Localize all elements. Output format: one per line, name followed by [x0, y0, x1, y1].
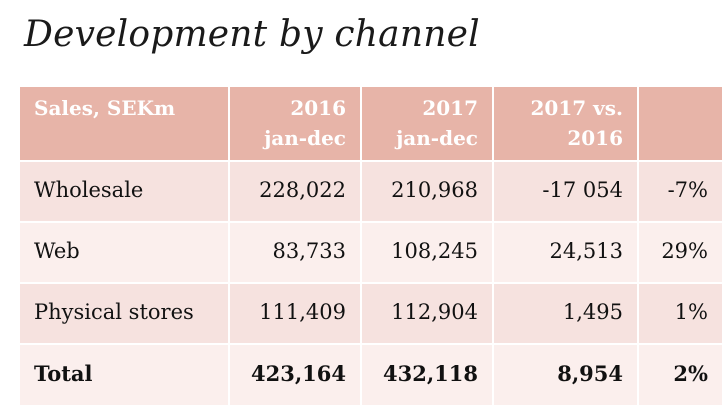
cell-pct: 1%	[638, 282, 722, 344]
header-percent	[638, 87, 722, 161]
cell-2016: 83,733	[229, 221, 362, 283]
row-label: Total	[20, 343, 230, 405]
cell-pct: -7%	[638, 160, 722, 222]
row-label: Wholesale	[20, 160, 230, 222]
row-label: Physical stores	[20, 282, 230, 344]
table-row-physical-stores: Physical stores 111,409 112,904 1,495 1%	[20, 282, 722, 344]
header-2016-line1: 2016	[290, 96, 346, 120]
header-row: Sales, SEKm 2016 jan-dec 2017 jan-dec 20…	[20, 87, 722, 161]
cell-diff: -17 054	[493, 160, 639, 222]
cell-pct: 29%	[638, 221, 722, 283]
table-row-web: Web 83,733 108,245 24,513 29%	[20, 221, 722, 283]
cell-2017: 210,968	[361, 160, 494, 222]
header-2017-vs-2016: 2017 vs. 2016	[493, 87, 639, 161]
chart-title: Development by channel	[24, 14, 480, 55]
header-2017: 2017 jan-dec	[361, 87, 494, 161]
cell-2017: 108,245	[361, 221, 494, 283]
header-diff-line2: 2016	[567, 126, 623, 150]
header-2017-line1: 2017	[422, 96, 478, 120]
header-2017-line2: jan-dec	[396, 126, 478, 150]
cell-2016: 228,022	[229, 160, 362, 222]
cell-diff: 1,495	[493, 282, 639, 344]
cell-2017: 432,118	[361, 343, 494, 405]
header-label-line1: Sales, SEKm	[34, 96, 176, 120]
cell-diff: 8,954	[493, 343, 639, 405]
header-sales-sekm: Sales, SEKm	[20, 87, 230, 161]
table-row-wholesale: Wholesale 228,022 210,968 -17 054 -7%	[20, 160, 722, 222]
sales-table: Sales, SEKm 2016 jan-dec 2017 jan-dec 20…	[20, 87, 722, 405]
cell-2016: 423,164	[229, 343, 362, 405]
cell-2016: 111,409	[229, 282, 362, 344]
cell-pct: 2%	[638, 343, 722, 405]
header-diff-line1: 2017 vs.	[530, 96, 623, 120]
cell-2017: 112,904	[361, 282, 494, 344]
cell-diff: 24,513	[493, 221, 639, 283]
table-row-total: Total 423,164 432,118 8,954 2%	[20, 343, 722, 405]
header-2016-line2: jan-dec	[264, 126, 346, 150]
row-label: Web	[20, 221, 230, 283]
header-2016: 2016 jan-dec	[229, 87, 362, 161]
